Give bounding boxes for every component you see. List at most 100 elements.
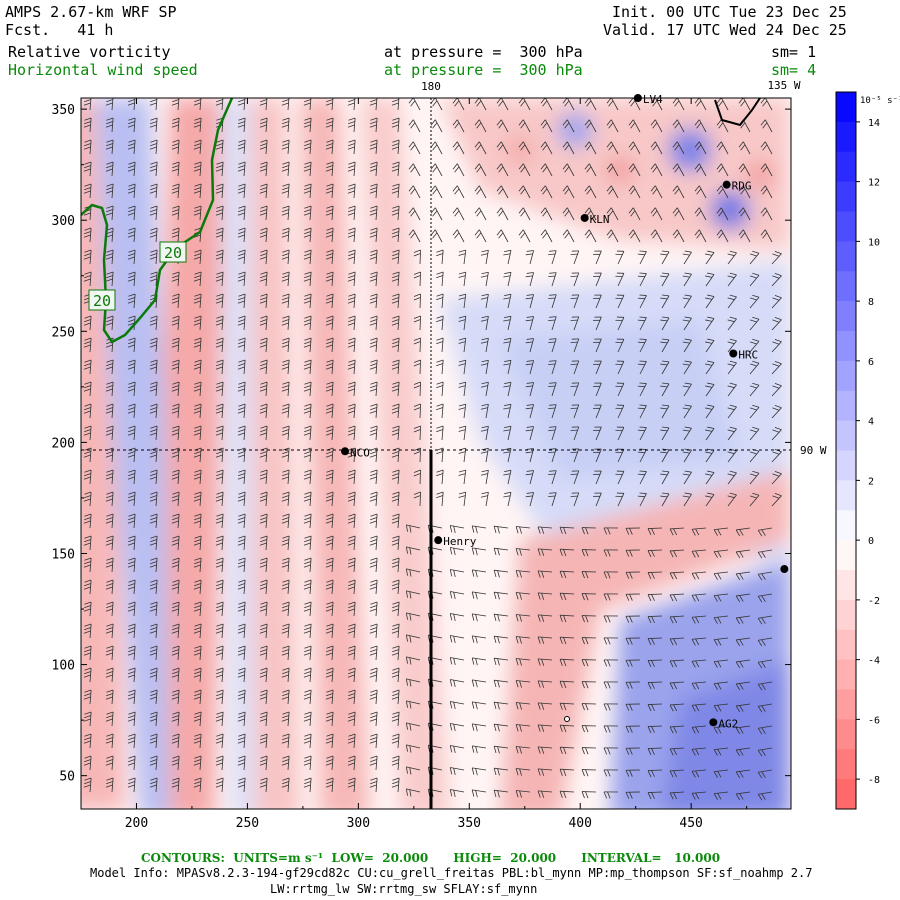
wind-barb	[83, 733, 92, 749]
wind-barb	[325, 535, 334, 551]
wind-barb	[405, 722, 421, 731]
field2-name: Horizontal wind speed	[8, 61, 198, 79]
wind-barb	[149, 337, 158, 353]
wind-barb	[325, 249, 334, 265]
wind-barb	[603, 659, 619, 667]
wind-barb	[237, 667, 246, 683]
wind-barb	[83, 469, 92, 485]
wind-barb	[127, 205, 136, 221]
wind-barb	[760, 207, 773, 221]
wind-barb	[682, 272, 692, 287]
wind-barb	[525, 492, 534, 507]
wind-barb	[369, 513, 378, 529]
colorbar-bin	[836, 121, 856, 153]
wind-barb	[369, 359, 378, 375]
wind-barb	[669, 681, 685, 690]
wind-barb	[215, 733, 224, 749]
wind-barb	[672, 119, 685, 133]
wind-barb	[408, 119, 421, 133]
wind-barb	[452, 229, 465, 243]
colorbar-bin	[836, 749, 856, 780]
wind-barb	[237, 689, 246, 705]
wind-barb	[669, 747, 685, 756]
station-label: AG2	[718, 717, 738, 730]
colorbar-tick-label: 2	[868, 476, 874, 487]
wind-barb	[515, 658, 531, 666]
wind-barb	[325, 227, 334, 243]
wind-barb	[391, 469, 400, 485]
wind-barb	[581, 571, 597, 579]
wind-barb	[650, 163, 663, 177]
colorbar: 14 12 10 8 6 4 2 0 -2 -4 -6 -8	[835, 91, 880, 810]
wind-barb	[149, 755, 158, 771]
wind-barb	[149, 777, 158, 793]
wind-barb	[83, 579, 92, 595]
wind-barb	[749, 382, 760, 397]
wind-barb	[713, 703, 729, 712]
wind-barb	[771, 492, 782, 507]
axes: 200 250 300 350 400 450 350 300 250 200 150 100 50	[52, 98, 791, 831]
wind-barb	[215, 293, 224, 309]
wind-barb	[705, 294, 715, 309]
colorbar-tick-label: 10	[868, 237, 880, 248]
wind-barb	[581, 527, 597, 535]
wind-barb	[325, 755, 334, 771]
wind-barb	[515, 548, 531, 556]
wind-barb	[171, 557, 180, 573]
wind-barb	[149, 315, 158, 331]
wind-barb	[713, 659, 729, 668]
wind-barb	[615, 404, 625, 419]
wind-barb	[625, 593, 641, 601]
wind-barb	[682, 316, 692, 331]
wind-barb	[628, 163, 641, 177]
wind-barb	[713, 747, 729, 756]
colorbar-tick-label: -6	[868, 715, 880, 726]
wind-barb	[303, 535, 312, 551]
wind-barb	[559, 702, 575, 711]
wind-barb	[215, 337, 224, 353]
wind-barb	[369, 645, 378, 661]
wind-barb	[215, 271, 224, 287]
wind-barb	[727, 338, 737, 353]
wind-barb	[408, 229, 421, 243]
wind-barb	[281, 733, 290, 749]
wind-barb	[471, 635, 487, 644]
wind-barb	[449, 767, 465, 776]
wind-barb	[647, 725, 663, 734]
wind-barb	[625, 637, 641, 645]
wind-barb	[325, 161, 334, 177]
wind-barb	[705, 250, 715, 265]
wind-barb	[193, 579, 202, 595]
wind-barb	[413, 447, 421, 463]
wind-barb	[436, 271, 444, 287]
wind-barb	[193, 667, 202, 683]
wind-barb	[127, 337, 136, 353]
wind-barb	[540, 141, 553, 155]
wind-barb	[149, 205, 158, 221]
wind-barb	[127, 689, 136, 705]
wind-barb	[83, 381, 92, 397]
wind-barb	[713, 549, 729, 558]
wind-barbs	[83, 98, 782, 801]
wind-barb	[669, 571, 685, 580]
wind-barb	[105, 425, 114, 441]
wind-barb	[259, 117, 268, 133]
wind-barb	[548, 448, 557, 463]
init-time: Init. 00 UTC Tue 23 Dec 25	[612, 3, 847, 21]
wind-barb	[760, 229, 773, 243]
wind-barb	[215, 205, 224, 221]
wind-barb	[480, 469, 489, 485]
colorbar-bin	[836, 480, 856, 511]
wind-barb	[727, 272, 737, 287]
wind-barb	[637, 426, 647, 441]
wind-barb	[471, 701, 487, 710]
wind-barb	[405, 700, 421, 709]
wind-barb	[749, 492, 760, 507]
wind-barb	[215, 645, 224, 661]
wind-barb	[691, 703, 707, 712]
wind-barb	[480, 271, 489, 287]
wind-barb	[581, 593, 597, 601]
wind-barb	[515, 724, 531, 732]
wind-barb	[691, 615, 707, 624]
wind-barb	[496, 98, 509, 111]
